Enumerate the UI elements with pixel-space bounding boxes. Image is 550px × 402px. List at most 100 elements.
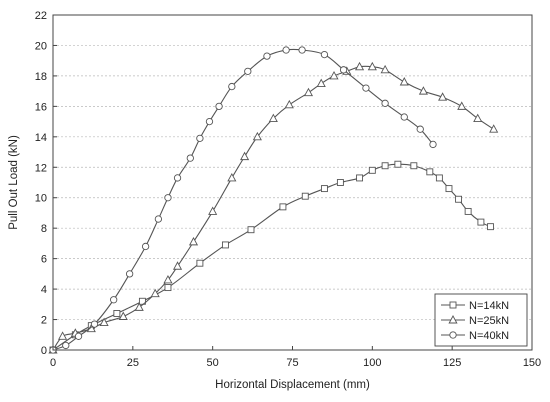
x-tick-label: 75: [286, 357, 298, 369]
data-point: [429, 140, 437, 149]
data-point: [445, 185, 453, 193]
data-point: [164, 194, 172, 202]
data-point: [399, 77, 409, 86]
data-point: [477, 218, 485, 226]
legend-label: N=14kN: [469, 300, 509, 312]
data-point: [62, 341, 70, 350]
legend-entry: N=25kN: [441, 315, 509, 327]
y-tick-label: 8: [41, 223, 47, 235]
data-point: [410, 162, 418, 170]
data-point: [186, 154, 194, 162]
data-point: [150, 288, 160, 298]
legend-marker: [449, 301, 457, 309]
data-point: [134, 302, 144, 311]
data-point: [268, 113, 278, 122]
data-point: [320, 185, 328, 193]
data-point: [90, 320, 99, 328]
data-point: [118, 311, 128, 320]
series-group: [48, 46, 499, 354]
series-line: [52, 163, 491, 351]
series-line: [52, 65, 494, 351]
data-point: [208, 206, 218, 215]
x-tick-label: 150: [523, 357, 541, 369]
data-point: [205, 117, 214, 126]
data-point: [247, 226, 255, 234]
axes: 0 2 4 6 8 10 12 14 16 18 20 22 0 25 50 75 100 125 150: [35, 10, 541, 369]
legend-marker: [448, 315, 458, 324]
data-point: [320, 50, 329, 59]
data-point: [356, 174, 364, 182]
grid: [53, 45, 532, 320]
y-tick-label: 2: [41, 315, 47, 327]
data-point: [362, 84, 370, 92]
legend-label: N=25kN: [469, 315, 509, 327]
data-point: [244, 67, 252, 75]
data-point: [74, 332, 83, 340]
legend-entry: N=40kN: [441, 330, 509, 342]
data-point: [252, 131, 262, 141]
data-point: [438, 92, 448, 101]
x-tick-label: 0: [50, 357, 56, 369]
data-point: [263, 52, 271, 60]
data-point: [282, 46, 290, 54]
series-circle: [49, 46, 437, 354]
x-axis-title: Horizontal Displacement (mm): [215, 379, 370, 391]
data-point: [355, 61, 365, 71]
data-point: [173, 174, 182, 182]
y-tick-label: 14: [35, 132, 47, 144]
y-tick-label: 22: [35, 10, 47, 22]
data-point: [188, 236, 199, 246]
legend-marker: [449, 331, 457, 339]
series-line: [52, 48, 434, 351]
data-point: [154, 215, 163, 223]
data-point: [473, 113, 483, 122]
data-point: [99, 317, 109, 327]
data-point: [435, 174, 443, 182]
data-point: [426, 168, 434, 176]
legend-entry: N=14kN: [441, 300, 509, 312]
data-point: [394, 160, 402, 168]
data-point: [172, 261, 183, 270]
data-point: [368, 166, 376, 174]
data-point: [418, 86, 428, 95]
data-point: [113, 310, 121, 317]
data-point: [141, 242, 150, 251]
data-point: [298, 46, 306, 54]
x-tick-label: 100: [363, 357, 381, 369]
y-axis-title: Pull Out Load (kN): [8, 135, 20, 230]
data-point: [303, 87, 314, 97]
data-point: [279, 203, 287, 211]
data-point: [215, 102, 223, 111]
y-tick-label: 4: [41, 284, 47, 296]
x-tick-label: 50: [207, 357, 219, 369]
data-point: [164, 284, 172, 292]
legend: N=14kN N=25kN N=40kN: [434, 293, 528, 347]
data-point: [227, 172, 237, 182]
x-tick-label: 125: [443, 357, 461, 369]
data-point: [400, 113, 408, 121]
data-point: [487, 223, 494, 231]
data-point: [339, 66, 348, 74]
data-point: [367, 61, 377, 71]
data-point: [196, 134, 204, 142]
data-point: [316, 78, 326, 87]
y-tick-label: 0: [41, 345, 47, 357]
data-point: [284, 99, 294, 109]
data-point: [464, 207, 472, 215]
x-tick-label: 25: [127, 357, 139, 369]
y-tick-label: 16: [35, 101, 47, 113]
data-point: [196, 259, 204, 267]
data-point: [489, 124, 499, 133]
data-point: [163, 275, 173, 284]
data-point: [228, 82, 236, 91]
legend-label: N=40kN: [469, 330, 509, 342]
data-point: [110, 296, 118, 304]
data-point: [221, 241, 229, 249]
data-point: [457, 101, 467, 110]
data-point: [240, 151, 250, 161]
data-point: [58, 331, 68, 340]
y-tick-label: 18: [35, 71, 47, 83]
data-point: [416, 125, 424, 133]
data-point: [301, 192, 309, 200]
